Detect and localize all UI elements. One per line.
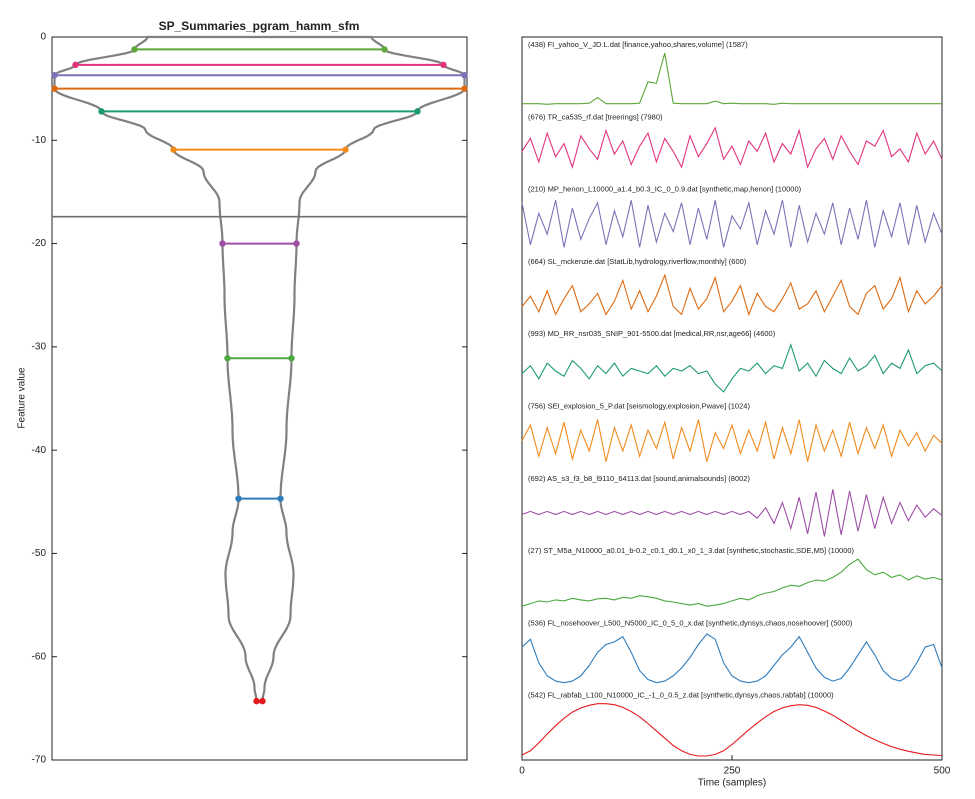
- feature-dot: [72, 61, 79, 69]
- series-label: (993) MD_RR_nsr035_SNIP_901-5500.dat [me…: [528, 329, 776, 338]
- y-tick-label: -70: [32, 755, 47, 766]
- y-tick-label: -10: [32, 135, 47, 146]
- feature-dot: [51, 85, 58, 92]
- feature-dot: [224, 355, 231, 362]
- series-line: [521, 489, 943, 537]
- x-tick-label: 0: [519, 766, 525, 777]
- x-tick-label: 250: [724, 766, 741, 777]
- series-label: (664) SL_mckenzie.dat [StatLib,hydrology…: [528, 257, 747, 266]
- series-line: [521, 343, 943, 393]
- y-axis-label: Feature value: [17, 367, 28, 429]
- series-label: (210) MP_henon_L10000_a1.4_b0.3_IC_0_0.9…: [528, 185, 802, 194]
- feature-dot: [51, 72, 58, 79]
- series-line: [521, 558, 943, 607]
- feature-dot: [440, 61, 447, 69]
- feature-dot: [170, 146, 177, 153]
- feature-dot: [288, 355, 295, 362]
- feature-dot: [293, 240, 300, 247]
- x-tick-label: 500: [934, 766, 951, 777]
- feature-dot: [414, 108, 421, 115]
- feature-dot: [277, 495, 284, 502]
- feature-dot: [381, 46, 388, 53]
- y-tick-label: 0: [40, 32, 46, 43]
- series-label: (692) AS_s3_f3_b8_l9110_64113.dat [sound…: [528, 474, 750, 483]
- series-line: [521, 633, 943, 684]
- y-tick-label: -40: [32, 445, 47, 456]
- chart-title: SP_Summaries_pgram_hamm_sfm: [159, 19, 360, 33]
- series-label: (27) ST_M5a_N10000_a0.01_b-0.2_c0.1_d0.1…: [528, 546, 855, 555]
- violin-outline: [53, 35, 466, 704]
- feature-dot: [131, 46, 138, 53]
- series-label: (756) SEI_explosion_5_P.dat [seismology,…: [528, 401, 750, 410]
- feature-dot: [259, 697, 266, 705]
- series-line: [521, 200, 943, 248]
- y-tick-label: -50: [32, 548, 47, 559]
- feature-dot: [253, 697, 260, 705]
- series-label: (542) FL_rabfab_L100_N10000_IC_-1_0_0.5_…: [528, 691, 834, 700]
- feature-dot: [98, 108, 105, 115]
- y-tick-label: -60: [32, 651, 47, 662]
- series-line: [521, 703, 943, 757]
- y-tick-label: -30: [32, 341, 47, 352]
- series-label: (676) TR_ca535_rf.dat [treerings] (7980): [528, 112, 663, 121]
- feature-dot: [219, 240, 226, 247]
- series-line: [521, 126, 943, 169]
- series-label: (438) FI_yahoo_V_JD.L.dat [finance,yahoo…: [528, 40, 748, 49]
- series-line: [521, 419, 943, 462]
- violin-frame: [51, 36, 468, 761]
- feature-dot: [461, 85, 468, 92]
- series-line: [522, 52, 942, 105]
- series-label: (536) FL_nosehoover_L500_N5000_IC_0_5_0_…: [528, 618, 853, 627]
- y-tick-label: -20: [32, 238, 47, 249]
- feature-dot: [461, 72, 468, 79]
- x-axis-label: Time (samples): [698, 778, 767, 789]
- series-line: [521, 273, 943, 317]
- feature-dot: [235, 495, 242, 502]
- feature-dot: [342, 146, 349, 153]
